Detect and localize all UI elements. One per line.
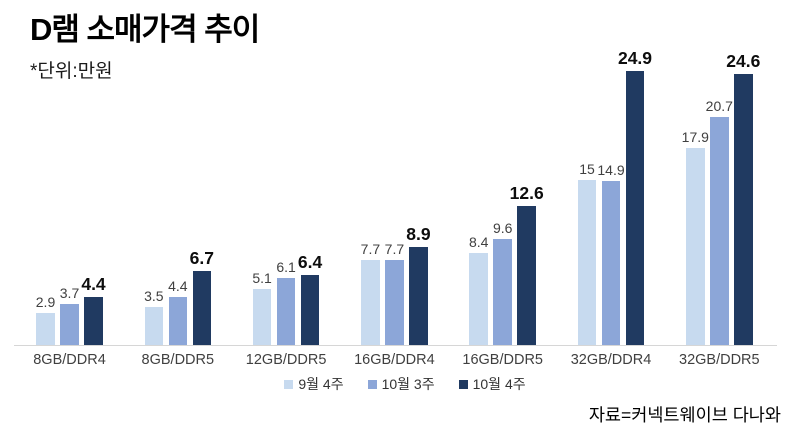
bar-8GB/DDR5-9월 4주 — [144, 306, 164, 345]
category-label-8GB/DDR5: 8GB/DDR5 — [141, 352, 215, 368]
category-label-8GB/DDR4: 8GB/DDR4 — [33, 352, 106, 368]
value-label-32GB/DDR4-10월 3주: 14.9 — [597, 162, 625, 179]
bar-32GB/DDR5-10월 3주 — [710, 117, 729, 345]
category-label-12GB/DDR5: 12GB/DDR5 — [245, 352, 327, 368]
value-label-8GB/DDR4-9월 4주: 2.9 — [35, 294, 56, 311]
bar-12GB/DDR5-9월 4주 — [252, 288, 272, 345]
bar-32GB/DDR5-10월 4주 — [734, 74, 753, 345]
value-label-16GB/DDR4-10월 3주: 7.7 — [384, 241, 405, 258]
value-label-12GB/DDR5-10월 4주: 6.4 — [297, 251, 323, 272]
x-axis-line — [14, 345, 777, 346]
category-label-16GB/DDR4: 16GB/DDR4 — [354, 352, 435, 368]
source-credit: 자료=커넥트웨이브 다나와 — [588, 405, 781, 425]
bar-32GB/DDR4-10월 4주 — [625, 71, 645, 345]
bar-16GB/DDR4-10월 3주 — [385, 260, 404, 345]
bar-8GB/DDR4-10월 3주 — [60, 304, 79, 345]
bar-16GB/DDR5-9월 4주 — [469, 252, 488, 345]
value-label-32GB/DDR5-9월 4주: 17.9 — [681, 129, 709, 146]
bar-16GB/DDR5-10월 3주 — [493, 239, 512, 345]
legend-item-10월 4주: 10월 4주 — [458, 374, 526, 394]
legend-item-10월 3주: 10월 3주 — [367, 374, 435, 394]
bar-16GB/DDR4-10월 4주 — [409, 247, 428, 345]
bar-16GB/DDR5-10월 4주 — [517, 206, 536, 345]
value-label-8GB/DDR5-10월 3주: 4.4 — [168, 277, 188, 294]
value-label-32GB/DDR4-9월 4주: 15 — [579, 161, 595, 177]
bar-8GB/DDR5-10월 4주 — [192, 271, 212, 345]
bar-32GB/DDR4-9월 4주 — [577, 180, 597, 345]
bar-16GB/DDR4-9월 4주 — [361, 260, 380, 345]
bar-32GB/DDR4-10월 3주 — [601, 181, 621, 345]
value-label-16GB/DDR5-10월 4주: 12.6 — [509, 183, 544, 204]
bar-8GB/DDR5-10월 3주 — [168, 296, 188, 345]
category-label-32GB/DDR5: 32GB/DDR5 — [679, 352, 760, 368]
chart-title: D램 소매가격 추이 — [30, 12, 260, 47]
legend-swatch-icon — [367, 379, 377, 389]
value-label-12GB/DDR5-10월 3주: 6.1 — [276, 258, 296, 275]
chart-legend: 9월 4주 10월 3주 10월 4주 — [0, 374, 789, 394]
value-label-32GB/DDR5-10월 3주: 20.7 — [705, 98, 733, 115]
legend-item-9월 4주: 9월 4주 — [284, 374, 344, 394]
legend-label: 9월 4주 — [298, 376, 344, 392]
bar-12GB/DDR5-10월 4주 — [300, 274, 320, 345]
bar-32GB/DDR5-9월 4주 — [686, 148, 705, 345]
bar-8GB/DDR4-10월 4주 — [84, 296, 103, 345]
value-label-16GB/DDR4-9월 4주: 7.7 — [360, 241, 381, 258]
value-label-8GB/DDR4-10월 3주: 3.7 — [59, 285, 80, 302]
bar-8GB/DDR4-9월 4주 — [36, 313, 55, 345]
value-label-16GB/DDR4-10월 4주: 8.9 — [406, 224, 431, 245]
value-label-8GB/DDR5-9월 4주: 3.5 — [144, 287, 164, 304]
value-label-12GB/DDR5-9월 4주: 5.1 — [252, 269, 272, 286]
value-label-8GB/DDR5-10월 4주: 6.7 — [189, 248, 214, 269]
category-label-16GB/DDR5: 16GB/DDR5 — [462, 352, 543, 368]
legend-label: 10월 4주 — [472, 376, 526, 392]
legend-swatch-icon — [458, 379, 468, 389]
legend-swatch-icon — [284, 379, 294, 389]
value-label-16GB/DDR5-10월 3주: 9.6 — [492, 220, 513, 237]
value-label-16GB/DDR5-9월 4주: 8.4 — [468, 233, 489, 250]
value-label-32GB/DDR4-10월 4주: 24.9 — [617, 48, 653, 69]
value-label-8GB/DDR4-10월 4주: 4.4 — [81, 273, 106, 294]
bar-12GB/DDR5-10월 3주 — [276, 277, 296, 345]
legend-label: 10월 3주 — [381, 376, 435, 392]
category-label-32GB/DDR4: 32GB/DDR4 — [570, 352, 652, 368]
value-label-32GB/DDR5-10월 4주: 24.6 — [726, 51, 761, 72]
chart-unit-note: *단위:만원 — [30, 61, 113, 82]
